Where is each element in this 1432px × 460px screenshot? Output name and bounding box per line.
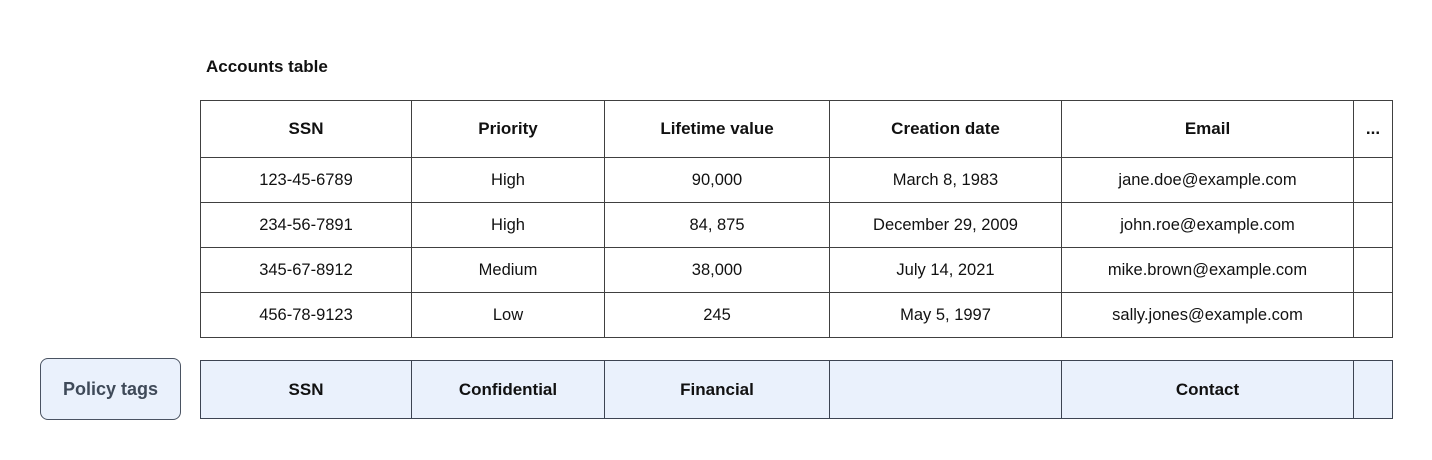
policy-tags-label: Policy tags <box>40 358 181 420</box>
table-row: 456-78-9123 Low 245 May 5, 1997 sally.jo… <box>200 292 1393 338</box>
policy-tag-contact: Contact <box>1061 360 1354 419</box>
cell-lifetime-value: 84, 875 <box>604 202 830 248</box>
column-header-creation-date: Creation date <box>829 100 1062 158</box>
table-title: Accounts table <box>206 57 328 76</box>
cell-lifetime-value: 90,000 <box>604 157 830 203</box>
cell-creation-date: December 29, 2009 <box>829 202 1062 248</box>
cell-ssn: 123-45-6789 <box>200 157 412 203</box>
cell-creation-date: May 5, 1997 <box>829 292 1062 338</box>
cell-email: mike.brown@example.com <box>1061 247 1354 293</box>
header-row: SSN Priority Lifetime value Creation dat… <box>200 100 1393 158</box>
cell-creation-date: March 8, 1983 <box>829 157 1062 203</box>
table-row: 345-67-8912 Medium 38,000 July 14, 2021 … <box>200 247 1393 293</box>
policy-row: SSN Confidential Financial Contact <box>200 360 1393 419</box>
column-header-email: Email <box>1061 100 1354 158</box>
column-header-ssn: SSN <box>200 100 412 158</box>
cell-email: john.roe@example.com <box>1061 202 1354 248</box>
policy-tag-financial: Financial <box>604 360 830 419</box>
policy-tags-row: SSN Confidential Financial Contact <box>200 360 1393 419</box>
cell-priority: High <box>411 157 605 203</box>
cell-lifetime-value: 245 <box>604 292 830 338</box>
cell-priority: Low <box>411 292 605 338</box>
policy-tags-label-text: Policy tags <box>62 378 159 399</box>
policy-tag-confidential: Confidential <box>411 360 605 419</box>
cell-more <box>1353 247 1393 293</box>
column-header-more: ... <box>1353 100 1393 158</box>
accounts-table: SSN Priority Lifetime value Creation dat… <box>200 100 1393 338</box>
cell-email: jane.doe@example.com <box>1061 157 1354 203</box>
cell-creation-date: July 14, 2021 <box>829 247 1062 293</box>
cell-priority: High <box>411 202 605 248</box>
cell-priority: Medium <box>411 247 605 293</box>
policy-tag-empty <box>1353 360 1393 419</box>
cell-more <box>1353 157 1393 203</box>
column-header-lifetime-value: Lifetime value <box>604 100 830 158</box>
cell-more <box>1353 292 1393 338</box>
policy-tag-ssn: SSN <box>200 360 412 419</box>
policy-tag-empty <box>829 360 1062 419</box>
cell-ssn: 234-56-7891 <box>200 202 412 248</box>
cell-lifetime-value: 38,000 <box>604 247 830 293</box>
cell-ssn: 456-78-9123 <box>200 292 412 338</box>
cell-more <box>1353 202 1393 248</box>
table-row: 123-45-6789 High 90,000 March 8, 1983 ja… <box>200 157 1393 203</box>
table-row: 234-56-7891 High 84, 875 December 29, 20… <box>200 202 1393 248</box>
cell-ssn: 345-67-8912 <box>200 247 412 293</box>
column-header-priority: Priority <box>411 100 605 158</box>
cell-email: sally.jones@example.com <box>1061 292 1354 338</box>
